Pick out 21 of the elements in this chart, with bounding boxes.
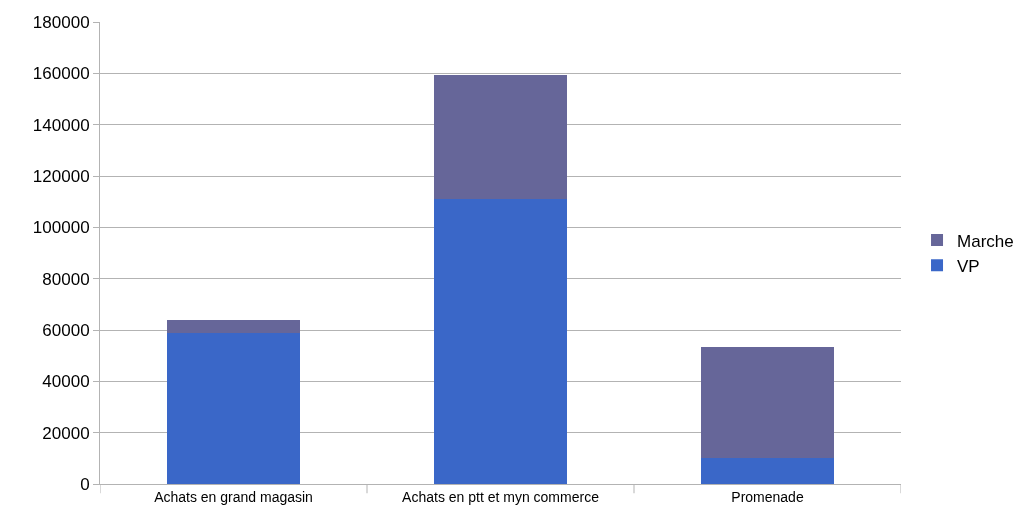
bar bbox=[433, 199, 568, 484]
y-tick-label: 120000 bbox=[32, 166, 90, 186]
bar bbox=[700, 458, 835, 484]
x-tick-label: Achats en ptt et myn commerce bbox=[402, 488, 600, 505]
bar bbox=[700, 346, 835, 459]
bar bbox=[433, 74, 568, 200]
bar bbox=[166, 332, 301, 484]
y-tick-label: 0 bbox=[80, 474, 90, 494]
legend-label: VP bbox=[957, 256, 980, 276]
legend-label: Marche bbox=[957, 231, 1014, 251]
x-tick-label: Promenade bbox=[731, 488, 804, 505]
x-tick-label: Achats en grand magasin bbox=[154, 488, 313, 505]
y-tick-label: 20000 bbox=[42, 423, 90, 443]
y-tick-label: 180000 bbox=[32, 12, 90, 32]
bar bbox=[166, 319, 301, 333]
y-tick-label: 80000 bbox=[42, 269, 90, 289]
y-tick-label: 160000 bbox=[32, 64, 90, 84]
y-tick-label: 60000 bbox=[42, 320, 90, 340]
y-tick-label: 140000 bbox=[32, 115, 90, 135]
y-tick-label: 40000 bbox=[42, 372, 90, 392]
y-tick-label: 100000 bbox=[32, 218, 90, 238]
